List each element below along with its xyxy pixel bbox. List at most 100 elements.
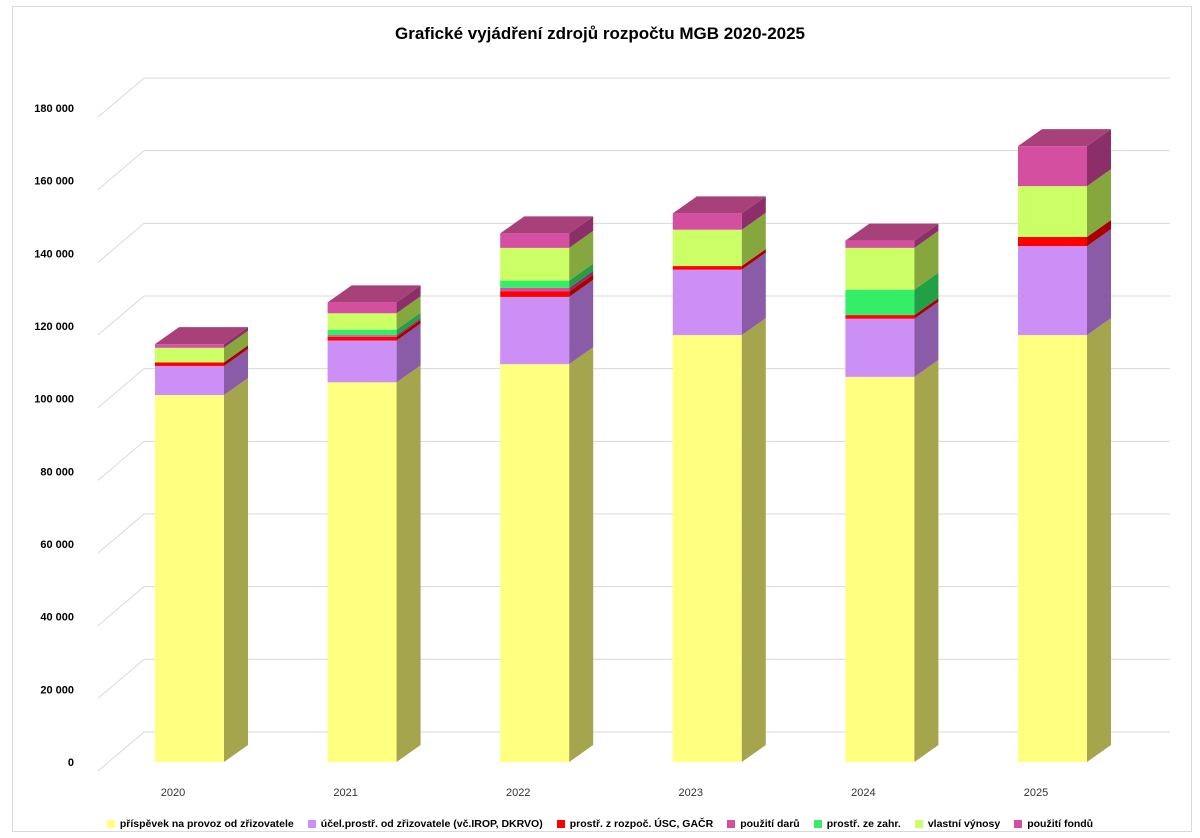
chart-title: Grafické vyjádření zdrojů rozpočtu MGB 2… <box>394 24 806 43</box>
legend-label: příspěvek na provoz od zřizovatele <box>119 818 294 830</box>
y-tick-label: 80 000 <box>40 466 74 478</box>
bar-segment-side <box>569 216 594 248</box>
bar-segment-side <box>396 319 421 341</box>
legend-item: použití darů <box>727 818 800 830</box>
bar-segment-side <box>741 318 766 762</box>
legend-label: prostř. z rozpoč. ÚSC, GAČR <box>569 818 714 830</box>
bar-segment-side <box>396 312 421 336</box>
bar-segment-side <box>396 285 421 314</box>
bar-segment <box>500 296 570 365</box>
y-tick-label: 120 000 <box>34 321 74 333</box>
bar-segment <box>1018 335 1087 762</box>
bar-segment <box>1018 246 1087 336</box>
bar-segment <box>672 335 742 762</box>
bar-segment-side <box>914 272 939 316</box>
bar-segment-side <box>224 378 248 762</box>
bar-top <box>672 196 766 214</box>
bar-segment-side <box>569 347 594 762</box>
grid-line <box>97 368 1170 409</box>
y-tick-label: 100 000 <box>34 394 74 406</box>
bar-segment <box>155 365 224 396</box>
bar-segment-side <box>1087 318 1111 762</box>
bar-segment <box>500 280 570 288</box>
legend-label: vlastní výnosy <box>927 818 1001 830</box>
bar-segment-side <box>569 230 594 281</box>
bar-segment <box>327 340 397 383</box>
y-tick-label: 180 000 <box>34 103 74 115</box>
grid-line <box>97 731 1170 772</box>
bar-segment <box>327 382 397 762</box>
bar-top <box>1018 129 1111 147</box>
grid-lines <box>97 77 1170 772</box>
bar-segment <box>327 335 397 337</box>
bar-segment <box>672 229 742 267</box>
bar-segment-side <box>569 270 594 292</box>
bar-segment-side <box>396 365 421 762</box>
bar-segment-side <box>224 330 248 363</box>
bar-segment <box>155 344 224 348</box>
x-tick-label: 2024 <box>851 787 875 799</box>
legend-item: příspěvek na provoz od zřizovatele <box>106 818 294 830</box>
grid-line <box>97 586 1170 627</box>
bar-segment-side <box>741 196 766 230</box>
legend-label: prostř. ze zahr. <box>826 818 901 830</box>
bar-segment <box>845 289 915 316</box>
bar-segment-side <box>224 345 248 366</box>
grid-line <box>97 440 1170 481</box>
bar-top <box>500 216 594 234</box>
bar-segment-side <box>741 249 766 270</box>
grid-line <box>97 150 1170 191</box>
legend-swatch <box>106 820 115 828</box>
bar-segment-side <box>914 223 939 248</box>
bar-segment-side <box>914 301 939 377</box>
bar-segment <box>155 362 224 366</box>
grid-line <box>97 222 1170 263</box>
bar-top <box>845 223 939 241</box>
bar-segment <box>1018 186 1087 237</box>
bar-segment <box>500 247 570 281</box>
legend-swatch <box>307 820 316 828</box>
bar-segment <box>155 347 224 363</box>
y-tick-label: 60 000 <box>40 539 74 551</box>
bar-segment <box>1018 146 1087 187</box>
grid-line <box>97 513 1170 554</box>
bar-segment-side <box>569 279 594 365</box>
y-axis-ticks: 0 20 000 40 000 60 000 80 000 100 000 120 000 1… <box>34 103 74 769</box>
legend-swatch <box>1014 820 1023 828</box>
chart-frame <box>12 6 1192 832</box>
legend-item: prostř. ze zahr. <box>813 818 901 830</box>
legend-swatch <box>556 820 565 828</box>
legend-label: použití darů <box>740 818 800 830</box>
grid-line <box>97 658 1170 699</box>
bar-segment-side <box>1087 229 1111 336</box>
bar-segment-side <box>396 318 421 337</box>
bar-segment <box>845 318 915 377</box>
y-tick-label: 160 000 <box>34 176 74 188</box>
legend-swatch <box>813 820 822 828</box>
legend: příspěvek na provoz od zřizovatele účel.p… <box>0 818 1200 830</box>
bar-segment <box>155 395 224 762</box>
bar-segment <box>1018 236 1087 247</box>
bar-segment-side <box>224 327 248 348</box>
bar-segment <box>845 315 915 319</box>
legend-swatch <box>727 820 736 828</box>
legend-item: prostř. z rozpoč. ÚSC, GAČR <box>556 818 714 830</box>
bar-segment-side <box>1087 219 1111 247</box>
bar-segment-side <box>569 263 594 288</box>
bars <box>155 129 1111 762</box>
bar-segment-side <box>569 274 594 297</box>
x-tick-label: 2025 <box>1024 787 1048 799</box>
x-tick-label: 2022 <box>506 787 530 799</box>
bar-segment <box>672 213 742 230</box>
x-axis-ticks: 2020 2021 2022 2023 2024 2025 <box>161 787 1048 799</box>
y-tick-label: 140 000 <box>34 248 74 260</box>
x-tick-label: 2021 <box>333 787 357 799</box>
bar-segment-side <box>741 212 766 267</box>
bar-segment <box>327 302 397 314</box>
legend-label: účel.prostř. od zřizovatele (vč.IROP, DK… <box>320 818 543 830</box>
bar-segment-side <box>1087 169 1111 237</box>
x-tick-label: 2020 <box>161 787 185 799</box>
legend-item: vlastní výnosy <box>914 818 1001 830</box>
bar-segment <box>672 269 742 336</box>
